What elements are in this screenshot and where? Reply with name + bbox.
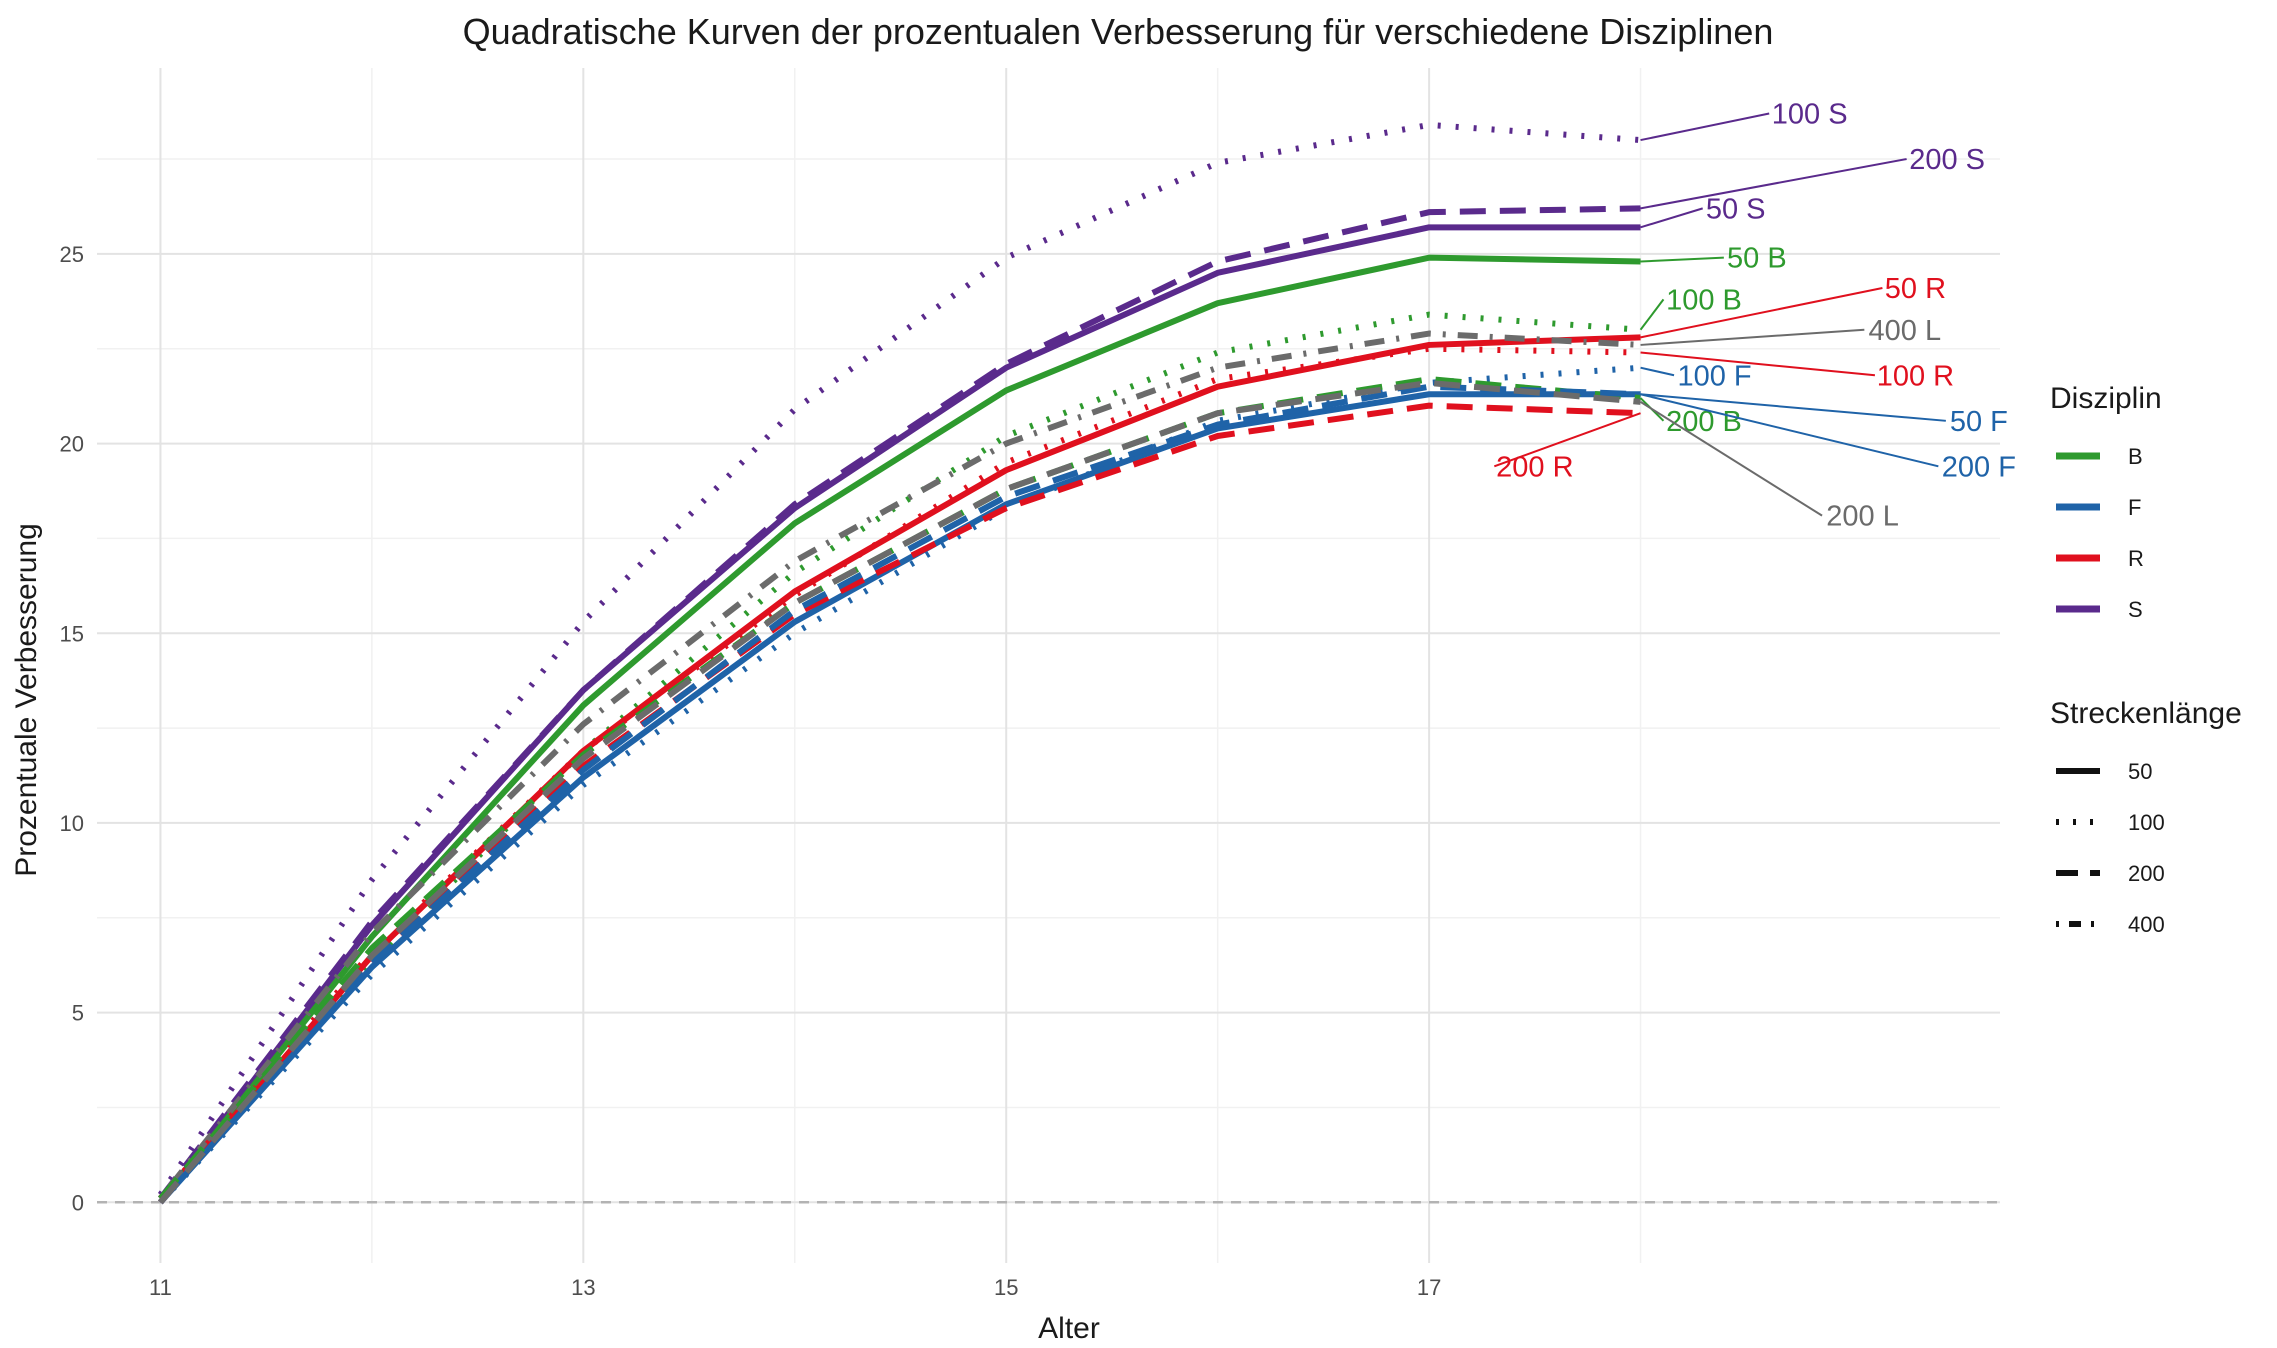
series-end-label: 200 L — [1826, 501, 1899, 533]
series-line-50-s — [158, 224, 1641, 1205]
series-end-label: 200 R — [1496, 451, 1573, 483]
leader-line — [1640, 287, 1883, 339]
leader-line — [1640, 112, 1770, 142]
series-end-label: 100 S — [1772, 99, 1848, 131]
x-tick-label: 11 — [149, 1275, 172, 1300]
legend-label-r: R — [2128, 546, 2144, 571]
series-end-label: 400 L — [1869, 315, 1942, 347]
leader-line — [1640, 351, 1876, 377]
x-axis-title: Alter — [1038, 1312, 1100, 1345]
leader-line — [1640, 393, 1939, 468]
leader-line — [1640, 207, 1703, 229]
series-end-label: 50 F — [1950, 406, 2008, 438]
y-tick-label: 20 — [60, 432, 84, 457]
series-line-200-b — [158, 376, 1641, 1201]
series-end-label: 100 F — [1677, 360, 1751, 392]
series-end-label: 100 R — [1877, 360, 1954, 392]
legend-label-b: B — [2128, 444, 2143, 469]
series-lines — [157, 121, 1641, 1205]
chart-title: Quadratische Kurven der prozentualen Ver… — [463, 11, 1774, 52]
y-tick-label: 0 — [72, 1190, 84, 1215]
series-end-label: 100 B — [1666, 284, 1742, 316]
series-line-200-l — [158, 379, 1641, 1205]
series-line-50-r — [158, 334, 1641, 1205]
series-end-label: 200 S — [1909, 144, 1985, 176]
legend: Disziplin B F R S Streckenlänge 50 100 200 400 — [2050, 382, 2242, 937]
series-end-labels: 100 S 200 S 50 S 50 B 100 B 50 R 400 L 100 R 100… — [1493, 99, 2016, 533]
legend-label-400: 400 — [2128, 912, 2165, 937]
leader-line — [1640, 400, 1823, 517]
series-line-100-b — [158, 311, 1641, 1201]
series-end-label: 200 F — [1942, 451, 2016, 483]
x-tick-label: 17 — [1417, 1275, 1441, 1300]
grid — [97, 68, 2000, 1263]
series-end-label: 200 B — [1666, 406, 1742, 438]
leader-line — [1639, 298, 1665, 331]
legend-label-f: F — [2128, 495, 2141, 520]
series-line-200-s — [158, 205, 1641, 1201]
series-line-100-f — [158, 364, 1641, 1205]
series-line-50-f — [158, 391, 1641, 1205]
series-line-200-f — [158, 383, 1641, 1205]
leader-line — [1640, 256, 1724, 263]
series-line-100-r — [158, 345, 1641, 1201]
y-tick-label: 15 — [60, 621, 84, 646]
legend-title-streckenlaenge: Streckenlänge — [2050, 697, 2242, 730]
legend-label-200: 200 — [2128, 861, 2165, 886]
series-line-50-b — [158, 254, 1641, 1205]
leader-line — [1640, 366, 1675, 377]
series-end-label: 50 R — [1885, 273, 1946, 305]
leader-line — [1640, 328, 1865, 346]
y-tick-label: 10 — [60, 811, 84, 836]
leader-line — [1640, 393, 1946, 422]
series-line-100-s — [157, 121, 1641, 1197]
series-end-label: 50 S — [1706, 193, 1766, 225]
series-line-200-r — [158, 402, 1641, 1205]
x-tick-label: 15 — [994, 1275, 1018, 1300]
y-tick-label: 25 — [60, 242, 84, 267]
legend-label-100: 100 — [2128, 810, 2165, 835]
series-end-label: 50 B — [1727, 243, 1787, 275]
y-axis-title: Prozentuale Verbesserung — [10, 523, 43, 877]
x-tick-label: 13 — [571, 1275, 595, 1300]
leader-line — [1640, 158, 1907, 210]
axes: 0 5 10 15 20 25 11 13 15 17 — [60, 242, 1442, 1300]
leader-line — [1493, 412, 1641, 468]
series-line-400-l — [158, 330, 1641, 1201]
legend-title-disziplin: Disziplin — [2050, 382, 2162, 415]
y-tick-label: 5 — [72, 1001, 84, 1026]
legend-label-50: 50 — [2128, 759, 2152, 784]
legend-label-s: S — [2128, 597, 2143, 622]
